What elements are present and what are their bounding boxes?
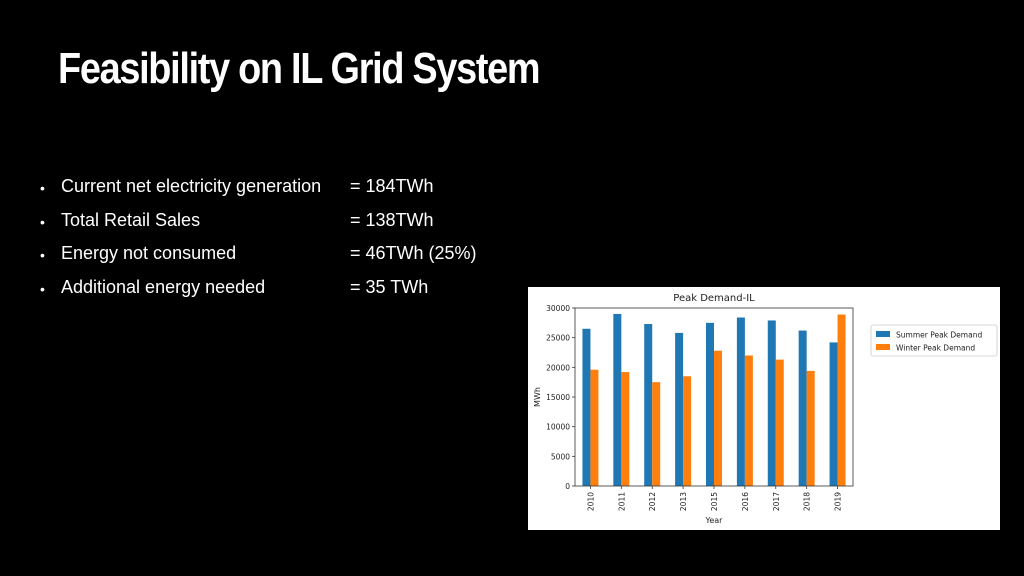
bullet-dot-icon: • (40, 280, 45, 297)
x-tick-label: 2017 (772, 492, 781, 511)
y-tick-label: 0 (565, 482, 570, 491)
y-tick-label: 25000 (546, 334, 570, 343)
x-tick-label: 2013 (679, 492, 688, 511)
bar-winter (621, 372, 630, 486)
bullet-label: Additional energy needed (61, 276, 266, 297)
x-axis-label: Year (705, 516, 724, 525)
bullet-dot-icon: • (40, 247, 45, 263)
bar-winter (590, 369, 599, 486)
x-tick-label: 2016 (741, 492, 750, 511)
y-tick-label: 15000 (546, 393, 570, 402)
chart-title: Peak Demand-IL (673, 293, 755, 304)
bullet-value: = 138TWh (350, 209, 434, 230)
legend-swatch (876, 331, 890, 337)
bar-winter (744, 355, 753, 486)
bullet-list: • Current net electricity generation = 1… (40, 176, 520, 310)
slide-title: Feasibility on IL Grid System (58, 44, 541, 93)
bar-summer (736, 317, 745, 486)
bar-summer (798, 330, 807, 486)
bar-winter (683, 376, 692, 486)
y-tick-label: 5000 (551, 452, 570, 461)
chart-canvas: Peak Demand-IL 0 5000 10000 15000 20000 25000 3… (533, 293, 998, 525)
legend-label: Winter Peak Demand (896, 344, 975, 353)
bar-summer (767, 320, 776, 486)
x-tick-label: 2019 (834, 492, 843, 511)
bullet-value: = 35 TWh (350, 276, 429, 297)
bullet-value: = 184TWh (350, 176, 434, 196)
legend-swatch (876, 344, 890, 350)
y-axis-label: MWh (533, 387, 542, 407)
bar-winter (652, 382, 661, 486)
bullet-item: • Energy not consumed = 46TWh (25%) (40, 243, 520, 277)
bar-summer (582, 328, 591, 486)
bullet-item: • Additional energy needed = 35 TWh (40, 277, 520, 311)
bullet-item: • Current net electricity generation = 1… (40, 176, 520, 210)
x-tick-label: 2018 (803, 492, 812, 511)
x-tick-label: 2015 (710, 492, 719, 511)
y-tick-label: 20000 (546, 363, 570, 372)
bullet-dot-icon: • (40, 213, 45, 230)
y-tick-label: 30000 (546, 304, 570, 313)
y-tick-label: 10000 (546, 423, 570, 432)
bar-winter (806, 370, 815, 486)
bullet-label: Energy not consumed (61, 243, 237, 263)
legend-label: Summer Peak Demand (896, 331, 982, 340)
x-tick-label: 2012 (648, 492, 657, 511)
bar-winter (714, 350, 722, 486)
bar-winter (775, 359, 784, 486)
x-tick-label: 2010 (586, 492, 595, 511)
bar-winter (837, 314, 846, 486)
legend-box (870, 324, 998, 357)
bar-summer (675, 332, 684, 486)
bullet-dot-icon: • (40, 180, 45, 196)
bar-summer (644, 324, 653, 486)
peak-demand-chart: Peak Demand-IL 0 5000 10000 15000 20000 25000 3… (528, 287, 1000, 530)
bar-summer (613, 313, 622, 486)
bullet-value: = 46TWh (25%) (350, 243, 477, 263)
bar-summer (706, 322, 714, 486)
bar-summer (829, 342, 838, 486)
bullet-item: • Total Retail Sales = 138TWh (40, 210, 520, 244)
bullet-label: Total Retail Sales (61, 209, 201, 230)
x-tick-label: 2011 (617, 492, 626, 511)
bullet-label: Current net electricity generation (61, 176, 322, 196)
